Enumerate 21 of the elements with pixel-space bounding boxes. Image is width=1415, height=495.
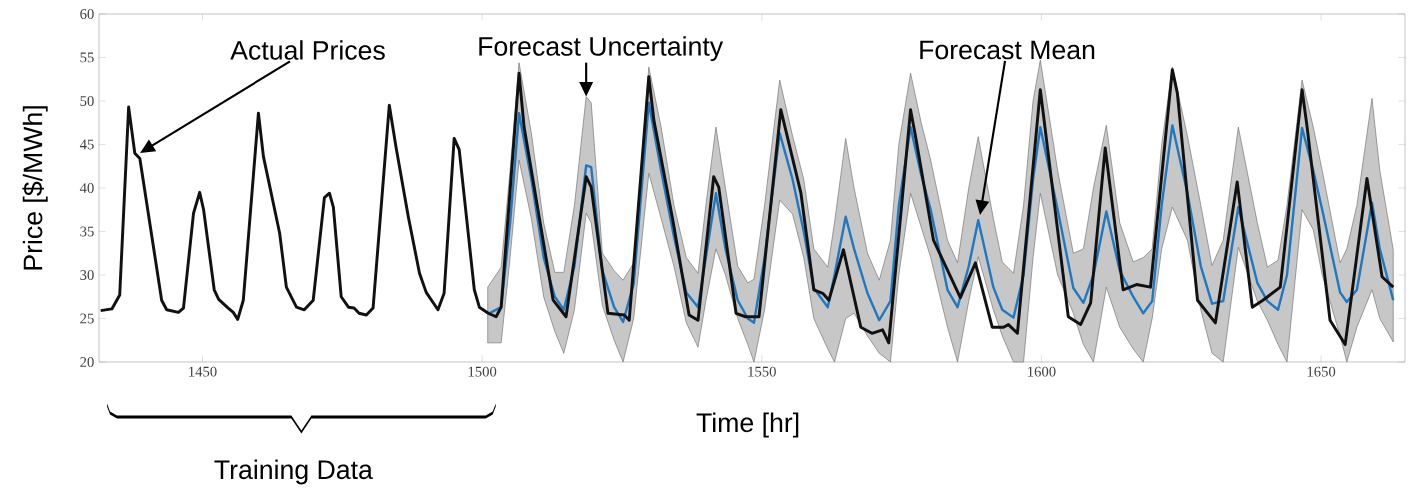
y-tick-label: 45 [79, 139, 94, 150]
text: Training Data [214, 459, 373, 485]
y-tick-label: 25 [80, 313, 94, 324]
annotation: Forecast Mean [920, 40, 1095, 60]
x-tick-label: 1600 [1028, 366, 1056, 377]
x-tick-label: 1550 [748, 366, 776, 377]
y-tick-label: 60 [80, 9, 94, 19]
y-axis-title: Price [$/MWh] [22, 106, 48, 270]
y-tick-label: 35 [80, 226, 94, 237]
y-tick-label: 40 [79, 183, 94, 193]
x-tick-label: 1650 [1307, 366, 1336, 377]
y-tick-label: 20 [80, 357, 94, 367]
line-series [99, 68, 1395, 347]
x-tick-label: 1500 [468, 366, 497, 377]
annotation: Forecast Uncertainty [479, 36, 724, 62]
annotation: Actual Prices [230, 40, 385, 60]
y-tick-label: 50 [80, 96, 94, 106]
x-axis-title: Time [hr] [696, 412, 799, 438]
x-tick-label: 1450 [189, 366, 217, 377]
y-tick-label: 30 [80, 270, 94, 280]
y-tick-label: 55 [80, 52, 94, 63]
